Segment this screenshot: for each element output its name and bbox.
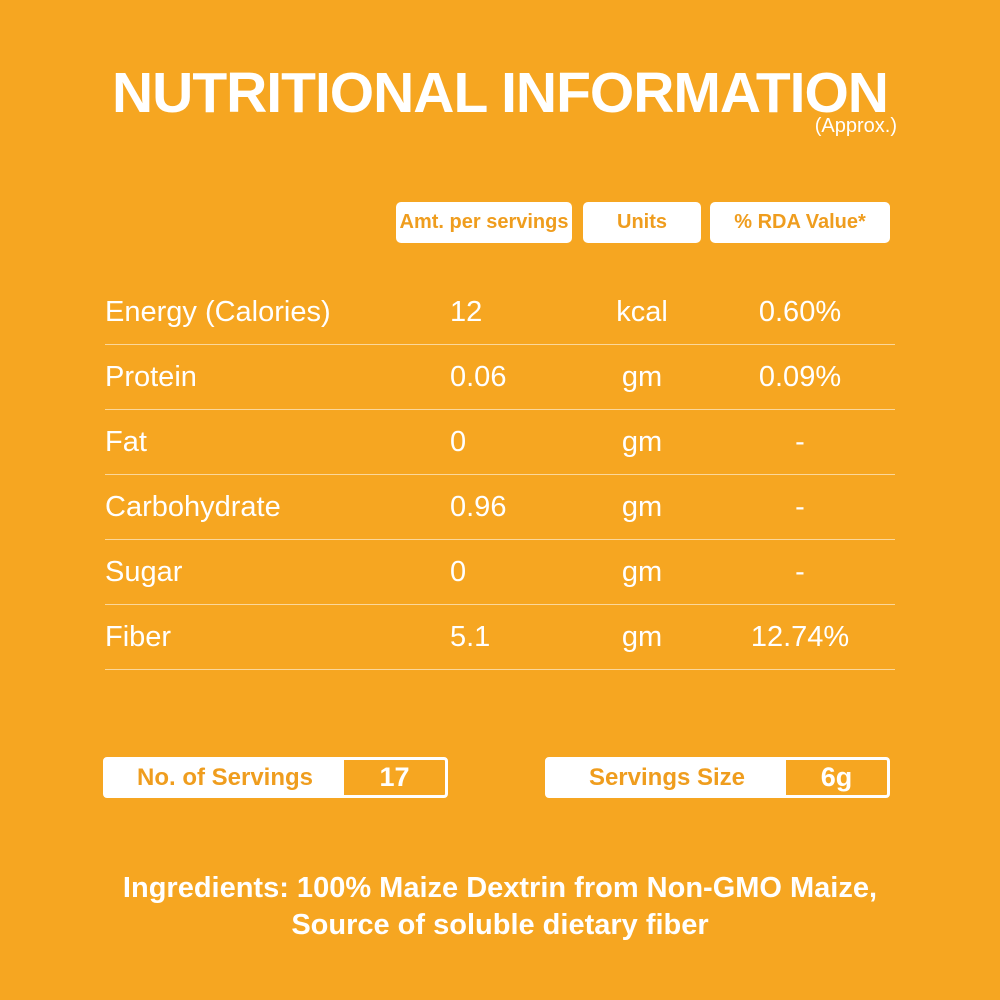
row-unit: kcal [616,295,668,328]
column-header-amount: Amt. per servings [396,202,572,243]
row-label: Sugar [105,555,183,588]
table-row-sugar: Sugar 0 gm - [105,540,895,605]
servings-count-label: No. of Servings [106,760,344,795]
nutrition-table: Energy (Calories) 12 kcal 0.60% Protein … [105,280,895,670]
table-row-carbohydrate: Carbohydrate 0.96 gm - [105,475,895,540]
page-title: NUTRITIONAL INFORMATION [112,61,889,125]
row-label: Carbohydrate [105,490,281,523]
row-amount: 0.96 [450,490,507,523]
row-rda: - [795,555,805,588]
table-row-energy: Energy (Calories) 12 kcal 0.60% [105,280,895,345]
row-unit: gm [621,360,663,393]
row-amount: 0 [450,425,467,458]
column-header-rda: % RDA Value* [710,202,890,243]
row-amount: 5.1 [450,620,491,653]
approx-note: (Approx.) [814,115,897,137]
servings-size-box: Servings Size 6g [545,757,890,798]
row-amount: 12 [450,295,483,328]
table-row-protein: Protein 0.06 gm 0.09% [105,345,895,410]
ingredients-line-2: Source of soluble dietary fiber [291,909,709,941]
row-rda: 12.74% [750,620,850,653]
row-unit: gm [621,555,663,588]
ingredients-text: Ingredients: 100% Maize Dextrin from Non… [0,870,1000,944]
row-unit: gm [621,490,663,523]
row-rda: - [795,490,805,523]
column-header-units: Units [583,202,701,243]
table-row-fat: Fat 0 gm - [105,410,895,475]
servings-size-value: 6g [820,762,853,792]
row-amount: 0 [450,555,467,588]
row-label: Fat [105,425,147,458]
ingredients-line-1: Ingredients: 100% Maize Dextrin from Non… [122,872,878,904]
servings-count-value: 17 [379,762,410,792]
row-label: Fiber [105,620,172,653]
row-label: Protein [105,360,197,393]
row-label: Energy (Calories) [105,295,331,328]
row-rda: 0.60% [758,295,842,328]
row-unit: gm [621,620,663,653]
row-rda: - [795,425,805,458]
row-unit: gm [621,425,663,458]
row-amount: 0.06 [450,360,507,393]
servings-count-box: No. of Servings 17 [103,757,448,798]
table-row-fiber: Fiber 5.1 gm 12.74% [105,605,895,670]
servings-size-label: Servings Size [548,760,786,795]
row-rda: 0.09% [758,360,842,393]
